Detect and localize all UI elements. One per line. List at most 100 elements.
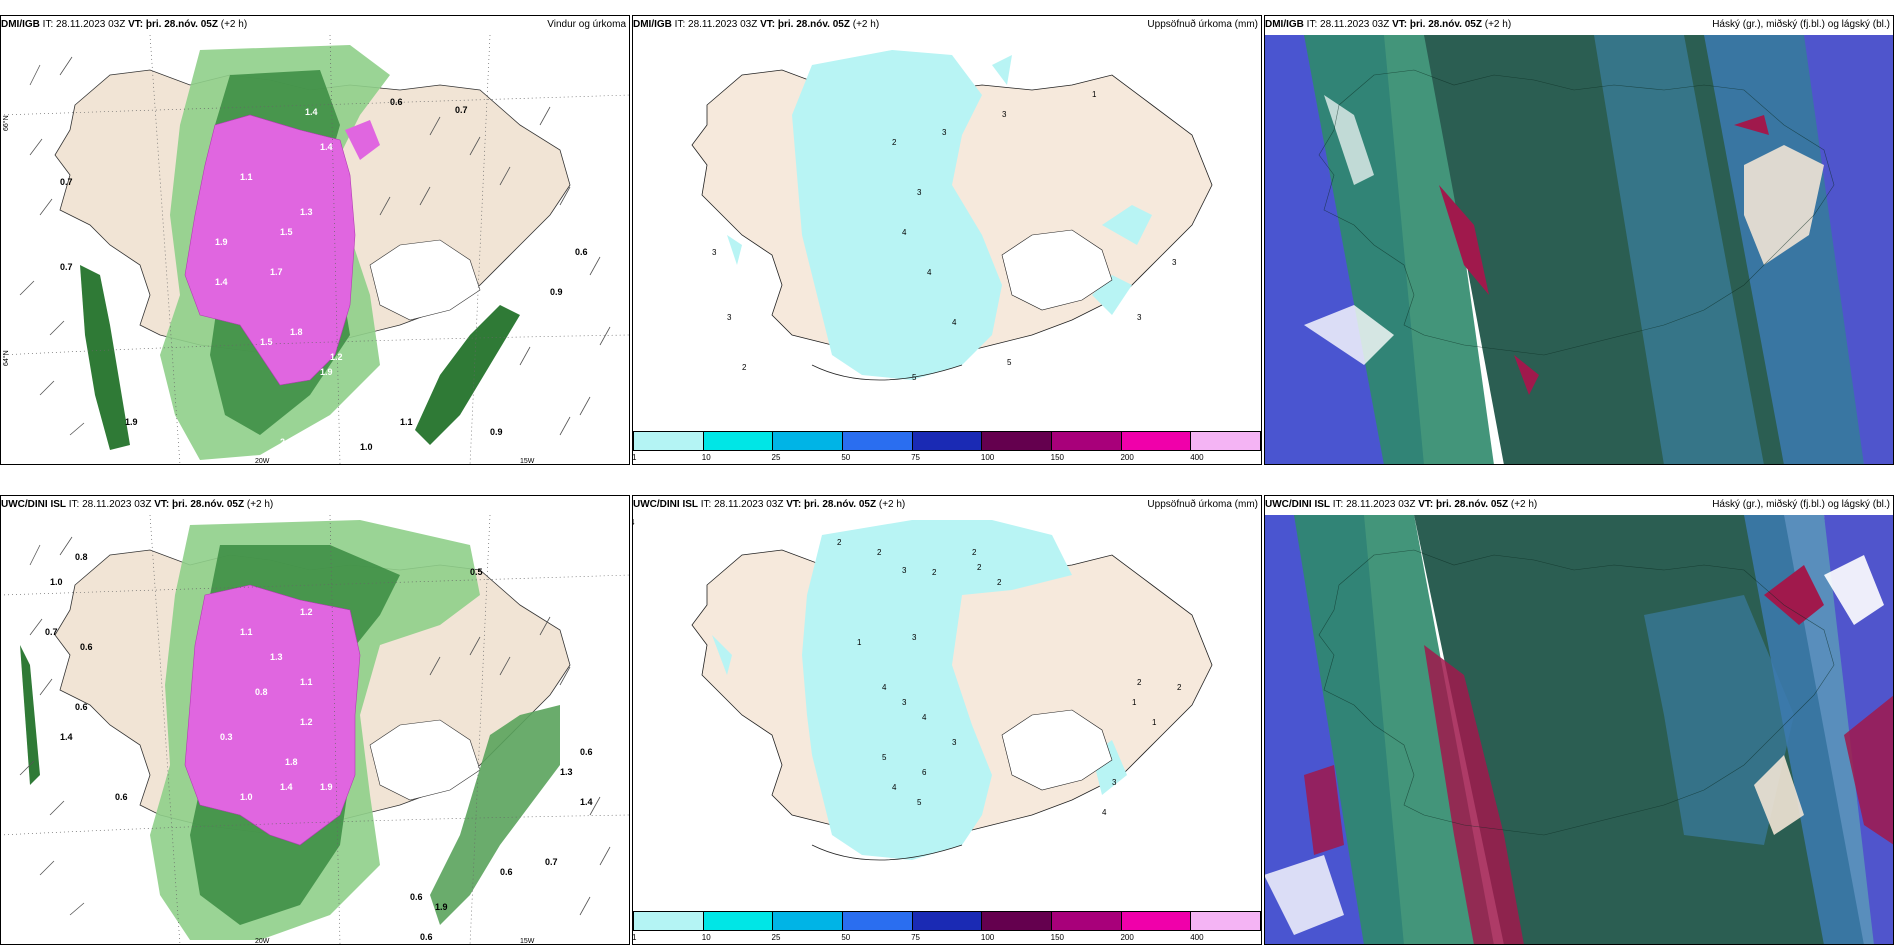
colorbar-tick-label: 100 xyxy=(980,453,995,462)
colorbar-tick-label: 75 xyxy=(911,933,921,942)
colorbar-swatch xyxy=(634,912,704,930)
svg-text:0.6: 0.6 xyxy=(410,892,423,902)
model-name: DMI/IGB xyxy=(633,19,672,30)
colorbar-tick-label: 400 xyxy=(1190,933,1204,942)
clouds-map xyxy=(1264,35,1894,465)
svg-text:2: 2 xyxy=(977,563,982,572)
lon-label-20w: 20W xyxy=(255,938,270,945)
svg-text:0.8: 0.8 xyxy=(255,687,268,697)
colorbar-swatch xyxy=(1052,432,1122,450)
colorbar-tick-label: 25 xyxy=(771,933,781,942)
svg-text:1.1: 1.1 xyxy=(240,627,253,637)
svg-text:1.3: 1.3 xyxy=(300,207,313,217)
svg-text:1.7: 1.7 xyxy=(270,267,283,277)
svg-text:1.8: 1.8 xyxy=(285,757,298,767)
colorbar-swatch xyxy=(982,432,1053,450)
colorbar-tick-label: 400 xyxy=(1190,453,1204,462)
colorbar-tick-label: 10 xyxy=(701,453,711,462)
vt-label: VT: xyxy=(1392,19,1408,30)
svg-text:1.8: 1.8 xyxy=(290,327,303,337)
svg-text:4: 4 xyxy=(922,713,927,722)
lead-time: (+2 h) xyxy=(246,499,274,510)
panel-header: UWC/DINI ISL IT: 28.11.2023 03Z VT: þri.… xyxy=(1265,498,1890,512)
svg-text:3: 3 xyxy=(1002,110,1007,119)
colorbar: 1 10 25 50 75 100 150 200 400 xyxy=(632,427,1262,465)
product-title: Uppsöfnuð úrkoma (mm) xyxy=(1147,499,1258,510)
svg-text:1: 1 xyxy=(1092,90,1097,99)
svg-text:5: 5 xyxy=(1007,358,1012,367)
it-label: IT: xyxy=(674,19,686,30)
svg-text:3: 3 xyxy=(902,566,907,575)
lat-label-66n: 66°N xyxy=(2,115,10,131)
svg-text:1: 1 xyxy=(1132,698,1137,707)
it-time: 28.11.2023 03Z xyxy=(714,499,784,510)
panel-clouds-uwc: UWC/DINI ISL IT: 28.11.2023 03Z VT: þri.… xyxy=(1264,495,1894,945)
panel-header: DMI/IGB IT: 28.11.2023 03Z VT: þri. 28.n… xyxy=(1265,18,1890,32)
it-label: IT: xyxy=(1332,499,1344,510)
svg-text:0.6: 0.6 xyxy=(390,97,403,107)
panel-wind-precip-dmi: DMI/IGB IT: 28.11.2023 03Z VT: þri. 28.n… xyxy=(0,15,630,465)
vt-time: þri. 28.nóv. 05Z xyxy=(777,19,850,30)
svg-text:0.7: 0.7 xyxy=(60,177,73,187)
it-time: 28.11.2023 03Z xyxy=(56,19,126,30)
colorbar-tick-label: 150 xyxy=(1050,453,1065,462)
svg-text:1: 1 xyxy=(857,638,862,647)
vt-label: VT: xyxy=(128,19,144,30)
it-time: 28.11.2023 03Z xyxy=(82,499,152,510)
clouds-map xyxy=(1264,515,1894,945)
svg-text:1.0: 1.0 xyxy=(240,792,253,802)
lon-label-15w: 15W xyxy=(520,938,535,945)
colorbar: 1 10 25 50 75 100 150 200 400 xyxy=(632,907,1262,945)
svg-text:1.4: 1.4 xyxy=(215,277,228,287)
colorbar-swatches xyxy=(633,431,1261,451)
it-time: 28.11.2023 03Z xyxy=(1320,19,1390,30)
svg-text:2: 2 xyxy=(837,538,842,547)
colorbar-tick-label: 10 xyxy=(701,933,711,942)
svg-text:2.8: 2.8 xyxy=(280,437,293,447)
svg-text:1.9: 1.9 xyxy=(320,367,333,377)
svg-text:3: 3 xyxy=(952,738,957,747)
it-label: IT: xyxy=(42,19,54,30)
svg-text:1.9: 1.9 xyxy=(125,417,138,427)
vt-time: þri. 28.nóv. 05Z xyxy=(172,499,245,510)
lead-time: (+2 h) xyxy=(878,499,906,510)
svg-text:1.4: 1.4 xyxy=(280,782,293,792)
panel-frame xyxy=(1264,495,1894,945)
svg-text:5: 5 xyxy=(912,373,917,382)
svg-text:0.6: 0.6 xyxy=(75,702,88,712)
svg-text:0.6: 0.6 xyxy=(420,932,433,942)
svg-text:0.6: 0.6 xyxy=(500,867,513,877)
panel-header: DMI/IGB IT: 28.11.2023 03Z VT: þri. 28.n… xyxy=(633,18,1258,32)
wind-barbs xyxy=(19,56,611,436)
panel-header: DMI/IGB IT: 28.11.2023 03Z VT: þri. 28.n… xyxy=(1,18,626,32)
svg-text:1.0: 1.0 xyxy=(50,577,63,587)
it-label: IT: xyxy=(68,499,80,510)
product-title: Vindur og úrkoma xyxy=(547,19,626,30)
colorbar-tick-label: 1 xyxy=(632,933,637,942)
colorbar-swatch xyxy=(843,432,913,450)
colorbar-tick-label: 200 xyxy=(1120,933,1134,942)
colorbar-swatch xyxy=(703,912,774,930)
it-label: IT: xyxy=(700,499,712,510)
model-name: DMI/IGB xyxy=(1,19,40,30)
lead-time: (+2 h) xyxy=(1510,499,1538,510)
svg-text:2: 2 xyxy=(1177,683,1182,692)
wind-precip-map: 0.6 0.7 0.6 0.9 1.1 0.9 1.0 2.8 1.9 0.7 0.7 1.4… xyxy=(0,35,630,465)
svg-text:2: 2 xyxy=(742,363,747,372)
svg-text:1.5: 1.5 xyxy=(260,337,273,347)
svg-text:3: 3 xyxy=(727,313,732,322)
svg-text:3: 3 xyxy=(917,188,922,197)
product-title: Uppsöfnuð úrkoma (mm) xyxy=(1147,19,1258,30)
svg-text:0.7: 0.7 xyxy=(455,105,468,115)
colorbar-tick-label: 75 xyxy=(911,453,921,462)
vt-label: VT: xyxy=(786,499,802,510)
colorbar-swatch xyxy=(1121,432,1192,450)
model-name: DMI/IGB xyxy=(1265,19,1304,30)
svg-text:2: 2 xyxy=(997,578,1002,587)
product-title: Háský (gr.), miðský (fj.bl.) og lágský (… xyxy=(1712,19,1890,30)
panel-frame xyxy=(0,495,630,945)
svg-text:3: 3 xyxy=(712,248,717,257)
svg-text:1.2: 1.2 xyxy=(300,607,313,617)
svg-text:1.4: 1.4 xyxy=(320,142,333,152)
svg-text:0.6: 0.6 xyxy=(580,747,593,757)
